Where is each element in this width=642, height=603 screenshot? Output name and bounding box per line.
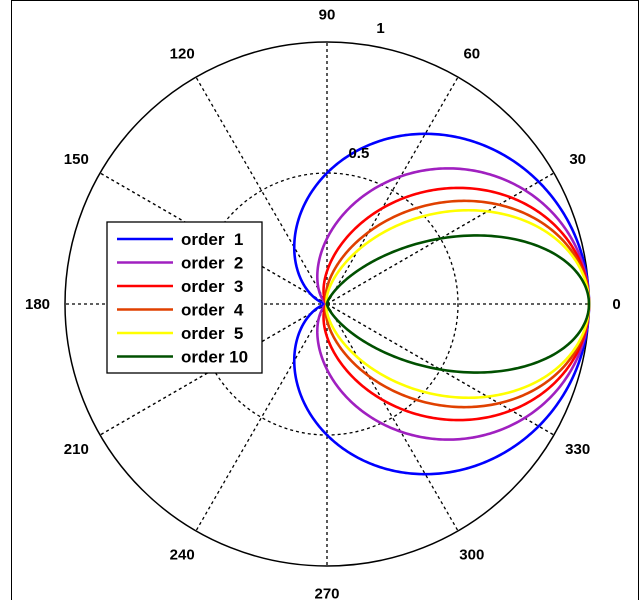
legend-label: order 5 xyxy=(181,324,243,343)
tick-labels: 0 30 60 90 120 150 180 210 240 270 300 330 0.5 1 xyxy=(25,7,621,603)
legend-label: order 4 xyxy=(181,301,244,320)
angle-tick-label: 300 xyxy=(459,547,484,564)
angle-tick-label: 60 xyxy=(463,45,480,62)
spoke-210 xyxy=(99,303,328,436)
spoke-330 xyxy=(326,303,555,436)
angle-tick-label: 330 xyxy=(565,441,590,458)
legend-label: order 2 xyxy=(181,254,243,273)
radial-tick-label: 0.5 xyxy=(348,145,369,162)
series-curves xyxy=(292,132,591,476)
spoke-240 xyxy=(195,303,328,532)
angle-tick-label: 90 xyxy=(319,7,336,24)
legend: order 1 order 2 order 3 order 4 order 5 order… xyxy=(106,221,263,374)
legend-label: order 3 xyxy=(181,277,243,296)
spoke-30 xyxy=(326,172,555,305)
legend-label: order 1 xyxy=(181,230,243,249)
angle-tick-label: 180 xyxy=(25,296,50,313)
spoke-150 xyxy=(99,172,328,305)
angle-tick-label: 210 xyxy=(64,441,89,458)
angle-tick-label: 30 xyxy=(569,151,586,168)
spoke-60 xyxy=(326,76,459,305)
legend-box xyxy=(106,221,263,374)
angle-tick-label: 240 xyxy=(170,547,195,564)
angle-tick-label: 270 xyxy=(314,586,339,603)
angle-tick-label: 0 xyxy=(612,296,620,313)
angle-tick-label: 120 xyxy=(170,45,195,62)
spoke-300 xyxy=(326,303,459,532)
figure-frame xyxy=(11,0,639,600)
spoke-120 xyxy=(195,76,328,305)
series-curve-order-10 xyxy=(325,234,591,374)
radial-tick-label: 1 xyxy=(376,20,384,37)
legend-label: order 10 xyxy=(181,348,248,367)
angle-tick-label: 150 xyxy=(64,151,89,168)
